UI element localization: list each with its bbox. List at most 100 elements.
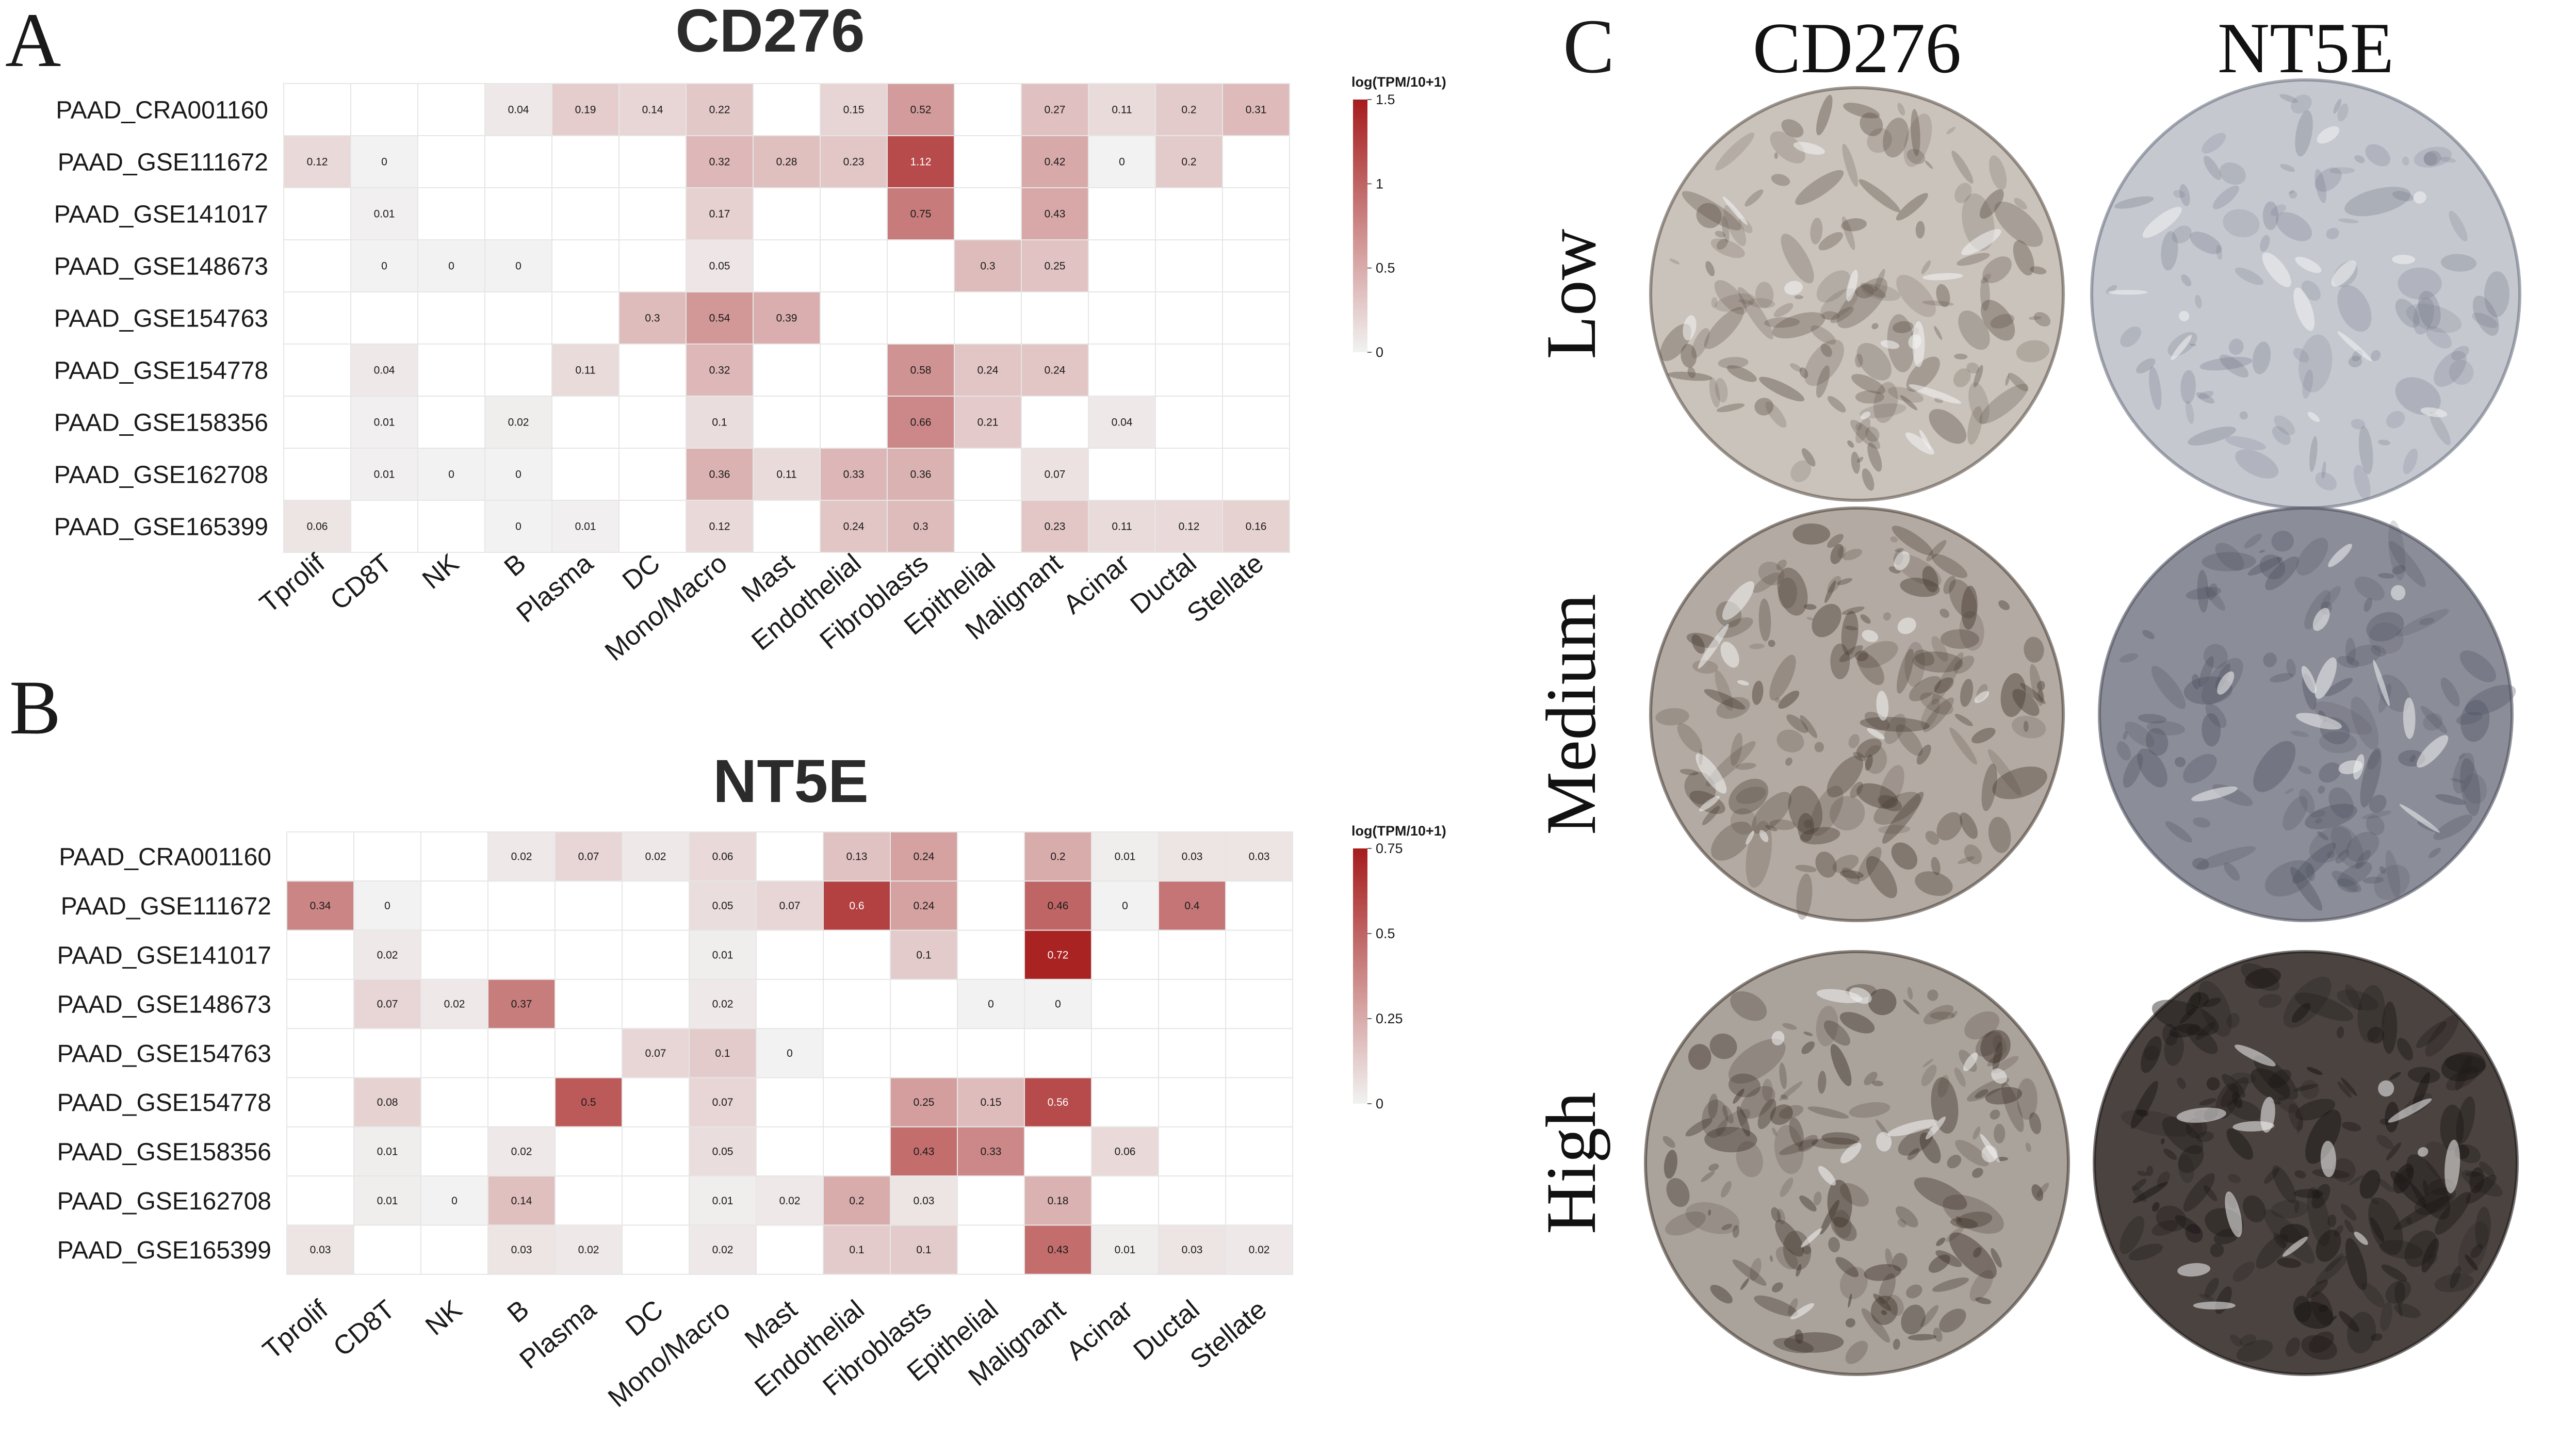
tissue-texture-blob bbox=[2186, 1118, 2208, 1138]
tissue-lumen bbox=[1816, 989, 1863, 1003]
heatmap-cell bbox=[484, 83, 552, 136]
tissue-texture-blob bbox=[2379, 1240, 2423, 1259]
tissue-texture-blob bbox=[1855, 284, 1875, 299]
tissue-texture-blob bbox=[1729, 778, 1769, 815]
tissue-texture-blob bbox=[1884, 713, 1906, 744]
tissue-texture-blob bbox=[1865, 427, 1880, 443]
tissue-texture-blob bbox=[2345, 637, 2356, 664]
heatmap-cell bbox=[823, 1077, 891, 1127]
cell-value-label: 0.04 bbox=[508, 104, 529, 116]
tissue-texture-blob bbox=[2441, 1052, 2486, 1082]
cell-value-label: 0.6 bbox=[849, 900, 864, 912]
tissue-texture-blob bbox=[1738, 218, 1753, 234]
tissue-texture-blob bbox=[1957, 253, 1990, 266]
tissue-texture-blob bbox=[2205, 703, 2227, 728]
tissue-texture-blob bbox=[1667, 371, 1713, 381]
tissue-texture-blob bbox=[2444, 1054, 2486, 1074]
tissue-texture-blob bbox=[1810, 786, 1844, 836]
tissue-texture-blob bbox=[1841, 868, 1860, 885]
tissue-lumen bbox=[2444, 1139, 2460, 1193]
tissue-texture-blob bbox=[1857, 652, 1884, 685]
tissue-texture-blob bbox=[1715, 670, 1733, 711]
tissue-texture-blob bbox=[2414, 146, 2452, 168]
heatmap-cell bbox=[1091, 978, 1159, 1029]
tissue-texture-blob bbox=[1827, 1180, 1852, 1228]
heatmap-cell bbox=[1158, 929, 1226, 980]
tissue-texture-blob bbox=[2378, 572, 2395, 579]
tissue-texture-blob bbox=[1934, 677, 1954, 694]
tissue-texture-blob bbox=[2151, 665, 2186, 709]
tissue-texture-blob bbox=[2348, 356, 2362, 368]
heatmap-cell bbox=[551, 448, 620, 501]
tissue-texture-blob bbox=[1787, 1298, 1798, 1316]
tissue-texture-blob bbox=[2385, 850, 2401, 897]
tissue-texture-blob bbox=[1745, 189, 1764, 207]
tissue-texture-blob bbox=[2344, 187, 2411, 217]
tissue-texture-blob bbox=[1985, 1087, 2023, 1105]
cell-value-label: 0.5 bbox=[581, 1097, 596, 1108]
tissue-texture-blob bbox=[1818, 232, 1843, 251]
cell-value-label: 0.06 bbox=[1115, 1146, 1136, 1157]
tissue-texture-blob bbox=[1891, 842, 1918, 870]
cell-value-label: 0.43 bbox=[1045, 208, 1066, 220]
tissue-texture-blob bbox=[2336, 1026, 2344, 1039]
tissue-texture-blob bbox=[1909, 676, 1942, 701]
tissue-texture-blob bbox=[1921, 1065, 1937, 1087]
heatmap-cell bbox=[487, 1175, 556, 1226]
cell-value-label: 0.03 bbox=[1182, 1244, 1203, 1256]
column-label: Mono/Macro bbox=[602, 1295, 736, 1413]
tissue-texture-blob bbox=[2440, 1104, 2464, 1151]
tissue-texture-blob bbox=[2360, 747, 2382, 808]
tissue-texture-blob bbox=[1749, 643, 1765, 649]
tissue-texture-blob bbox=[1781, 119, 1804, 138]
tissue-texture-blob bbox=[1799, 367, 1808, 379]
tissue-texture-blob bbox=[2370, 1217, 2385, 1242]
heatmap-cell bbox=[353, 1175, 421, 1226]
heatmap-cell bbox=[350, 396, 418, 449]
heatmap-cell bbox=[551, 239, 620, 292]
tissue-texture-blob bbox=[2397, 1038, 2414, 1061]
heatmap-cell bbox=[487, 929, 556, 980]
column-label: Stellate bbox=[1185, 1295, 1273, 1375]
tissue-texture-blob bbox=[2333, 99, 2342, 114]
tissue-texture-blob bbox=[1804, 819, 1812, 828]
heatmap-title: NT5E bbox=[713, 747, 869, 815]
tissue-texture-blob bbox=[2326, 227, 2339, 239]
heatmap-cell bbox=[283, 239, 351, 292]
tissue-texture-blob bbox=[2038, 690, 2045, 701]
tissue-texture-blob bbox=[1897, 103, 1905, 116]
tissue-texture-blob bbox=[1848, 734, 1860, 748]
tissue-texture-blob bbox=[1696, 203, 1722, 228]
tissue-texture-blob bbox=[1906, 1284, 1922, 1299]
tissue-texture-blob bbox=[1816, 94, 1833, 136]
tissue-texture-blob bbox=[2228, 338, 2244, 355]
tissue-texture-blob bbox=[1827, 756, 1864, 797]
tissue-texture-blob bbox=[2196, 392, 2215, 404]
tissue-lumen bbox=[1880, 340, 1900, 349]
tissue-texture-blob bbox=[2114, 196, 2154, 209]
tissue-texture-blob bbox=[1856, 641, 1898, 668]
tissue-lumen bbox=[2179, 310, 2190, 322]
legend-colorbar bbox=[1353, 100, 1367, 352]
color-legend: log(TPM/10+1) 0.75 0.5 0.25 0 bbox=[1351, 823, 1446, 1111]
cell-value-label: 0.1 bbox=[916, 949, 931, 961]
tissue-texture-blob bbox=[2421, 1238, 2439, 1273]
row-label: PAAD_GSE162708 bbox=[57, 1188, 271, 1215]
tissue-texture-blob bbox=[1856, 783, 1898, 809]
cell-value-label: 0.18 bbox=[1048, 1195, 1069, 1207]
tissue-texture-blob bbox=[1774, 697, 1780, 703]
heatmap-cell bbox=[1155, 448, 1223, 501]
tissue-texture-blob bbox=[1992, 1042, 2003, 1071]
tissue-texture-blob bbox=[2354, 576, 2385, 601]
tissue-texture-blob bbox=[2299, 334, 2333, 392]
heatmap-cell bbox=[555, 1175, 623, 1226]
tissue-texture-blob bbox=[2465, 684, 2516, 716]
tissue-texture-blob bbox=[2434, 1273, 2474, 1293]
heatmap-cell bbox=[1225, 880, 1293, 931]
tissue-texture-blob bbox=[1740, 1086, 1775, 1119]
heatmap-cell bbox=[283, 291, 351, 345]
tissue-texture-blob bbox=[1883, 118, 1909, 158]
tissue-texture-blob bbox=[2469, 1167, 2484, 1193]
heatmap-cell bbox=[1091, 929, 1159, 980]
cell-value-label: 0.75 bbox=[910, 208, 932, 220]
